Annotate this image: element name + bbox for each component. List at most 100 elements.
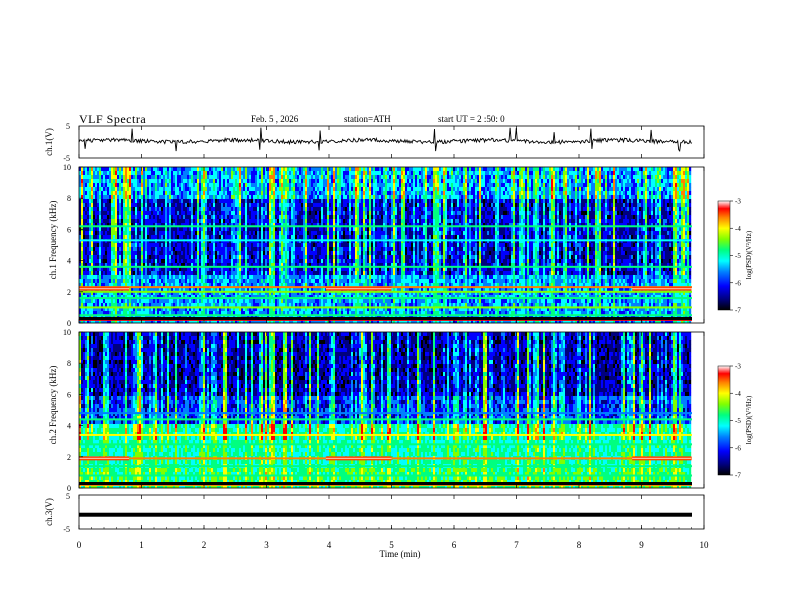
ch1-spec-cell <box>225 283 228 288</box>
ch1-spec-cell <box>125 203 128 208</box>
ch1-spec-cell <box>207 311 210 316</box>
ch1-spec-cell <box>85 211 88 216</box>
ch1-spec-cell <box>115 319 118 324</box>
ch1-spec-cell <box>201 183 204 188</box>
ch1-spec-cell <box>187 287 190 292</box>
ch1-spec-cell <box>81 215 84 220</box>
ch1-spec-cell <box>293 183 296 188</box>
ch1-spec-cell <box>321 291 324 296</box>
ch1-spec-cell <box>103 191 106 196</box>
ch1-spec-cell <box>309 223 312 228</box>
ch1-spec-cell <box>217 235 220 240</box>
ch1-spec-cell <box>165 195 168 200</box>
ch1-spec-cell <box>109 311 112 316</box>
ch1-spec-cell <box>133 279 136 284</box>
ch1-spec-cell <box>221 299 224 304</box>
ch1-spec-cell <box>107 275 110 280</box>
ch1-spec-cell <box>227 299 230 304</box>
ch1-spec-cell <box>249 279 252 284</box>
ch1-spec-cell <box>105 175 108 180</box>
ch1-spec-cell <box>245 287 248 292</box>
ch1-spec-cell <box>133 191 136 196</box>
ch1-spec-cell <box>181 199 184 204</box>
ch1-spec-cell <box>177 167 180 172</box>
ch1-spec-cell <box>241 171 244 176</box>
ch1-spec-cell <box>199 299 202 304</box>
ch1-spec-cell <box>91 207 94 212</box>
ch1-spec-cell <box>89 319 92 324</box>
ch1-spec-cell <box>283 227 286 232</box>
ch1-spec-cell <box>89 231 92 236</box>
ch1-spec-cell <box>309 207 312 212</box>
ch1-spec-cell <box>91 275 94 280</box>
ch1-spec-cell <box>121 211 124 216</box>
ch1-spec-cell <box>245 171 248 176</box>
ch1-spec-cell <box>281 191 284 196</box>
ch1-spec-cell <box>123 303 126 308</box>
ch1-spec-cell <box>193 303 196 308</box>
ch1-spec-cell <box>191 183 194 188</box>
ch1-spec-cell <box>327 299 330 304</box>
ch1-spec-cell <box>249 311 252 316</box>
ch1-spec-cell <box>193 223 196 228</box>
ch1-spec-cell <box>235 311 238 316</box>
ch1-spec-cell <box>79 259 82 264</box>
ch1-spec-cell <box>105 231 108 236</box>
ch1-spec-cell <box>149 243 152 248</box>
ch1-spec-cell <box>307 203 310 208</box>
ch1-spec-cell <box>203 199 206 204</box>
ch1-spec-cell <box>79 319 82 324</box>
ch1-spec-cell <box>271 287 274 292</box>
ch1-spec-cell <box>149 311 152 316</box>
ch1-spec-cell <box>251 259 254 264</box>
ch1-spec-cell <box>209 263 212 268</box>
ch1-spec-cell <box>109 255 112 260</box>
ch1-spec-cell <box>113 255 116 260</box>
ch1-spec-cell <box>79 231 82 236</box>
ch1-spec-cell <box>147 167 150 172</box>
ch1-spec-cell <box>277 195 280 200</box>
ch1-spec-cell <box>311 175 314 180</box>
ch1-spec-cell <box>315 183 318 188</box>
ch1-spec-cell <box>245 319 248 324</box>
ch1-spec-cell <box>239 303 242 308</box>
ch1-spec-cell <box>245 175 248 180</box>
ch1-spec-cell <box>281 291 284 296</box>
ch1-spec-cell <box>159 311 162 316</box>
ch1-spec-cell <box>97 279 100 284</box>
ch1-spec-cell <box>205 283 208 288</box>
ch1-spec-cell <box>301 223 304 228</box>
ch1-spec-cell <box>239 287 242 292</box>
ch1-spec-cell <box>329 191 332 196</box>
ch1-spec-cell <box>135 211 138 216</box>
ch1-spec-cell <box>93 183 96 188</box>
ch1-spec-cell <box>139 207 142 212</box>
ch1-spec-cell <box>167 319 170 324</box>
ch1-spec-cell <box>153 207 156 212</box>
ch1-spec-cell <box>157 267 160 272</box>
ch1-spec-cell <box>301 247 304 252</box>
ch1-spec-cell <box>187 303 190 308</box>
ch1-spec-cell <box>195 203 198 208</box>
ch1-spec-cell <box>259 231 262 236</box>
ch1-spec-cell <box>177 231 180 236</box>
ch1-spec-cell <box>285 199 288 204</box>
ch1-spec-cell <box>169 263 172 268</box>
ch1-spec-cell <box>173 199 176 204</box>
ch1-spec-cell <box>223 195 226 200</box>
ch1-spec-cell <box>85 271 88 276</box>
ch1-spec-cell <box>257 223 260 228</box>
ch1-spec-cell <box>131 223 134 228</box>
ch1-spec-cell <box>259 275 262 280</box>
ch1-spec-cell <box>261 311 264 316</box>
ch1-spec-cell <box>99 267 102 272</box>
ch1-spec-cell <box>103 299 106 304</box>
ch1-spec-cell <box>187 183 190 188</box>
ch1-spec-cell <box>297 275 300 280</box>
ch1-spec-cell <box>171 303 174 308</box>
ch1-spec-cell <box>199 243 202 248</box>
ch1-spec-cell <box>155 247 158 252</box>
ch1-spec-cell <box>323 283 326 288</box>
ch1-spec-cell <box>103 275 106 280</box>
ch1-spec-cell <box>303 175 306 180</box>
